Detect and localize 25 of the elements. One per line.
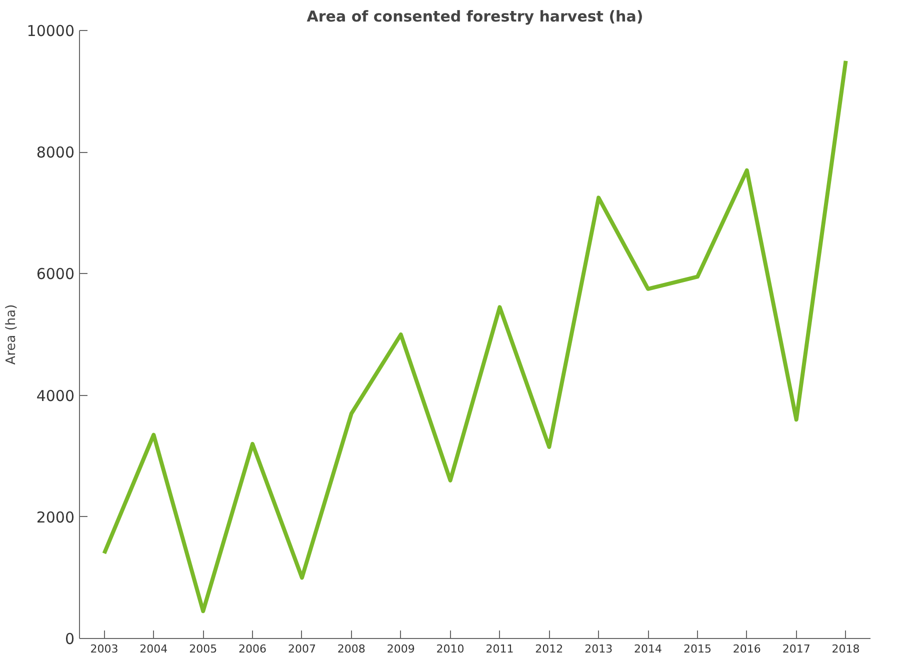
y-tick-label: 0 [64, 630, 75, 648]
x-tick-label: 2004 [140, 642, 168, 656]
x-tick-label: 2008 [337, 642, 366, 656]
x-tick-label: 2018 [832, 642, 860, 656]
y-axis-title: Area (ha) [4, 304, 19, 365]
x-tick-label: 2016 [732, 642, 761, 656]
y-tick-label: 10000 [26, 22, 74, 40]
x-tick-label: 2015 [683, 642, 712, 656]
x-tick-label: 2006 [238, 642, 267, 656]
line-series [102, 58, 848, 614]
y-tick-label: 4000 [36, 386, 75, 405]
x-tick-label: 2009 [386, 642, 415, 656]
x-tick-label: 2011 [486, 642, 514, 656]
y-tick-label: 8000 [36, 144, 75, 162]
y-tick-label: 2000 [36, 508, 75, 526]
x-tick-label: 2014 [634, 642, 662, 656]
x-tick-label: 2007 [288, 642, 316, 656]
chart-title: Area of consented forestry harvest (ha) [306, 8, 644, 26]
x-tick-label: 2017 [782, 642, 810, 656]
x-tick-label: 2003 [90, 642, 118, 656]
x-tick-label: 2013 [584, 642, 613, 656]
x-tick-label: 2005 [189, 642, 218, 656]
y-tick-label: 6000 [36, 265, 75, 284]
x-tick-label: 2012 [535, 642, 564, 656]
x-tick-label: 2010 [436, 642, 464, 656]
